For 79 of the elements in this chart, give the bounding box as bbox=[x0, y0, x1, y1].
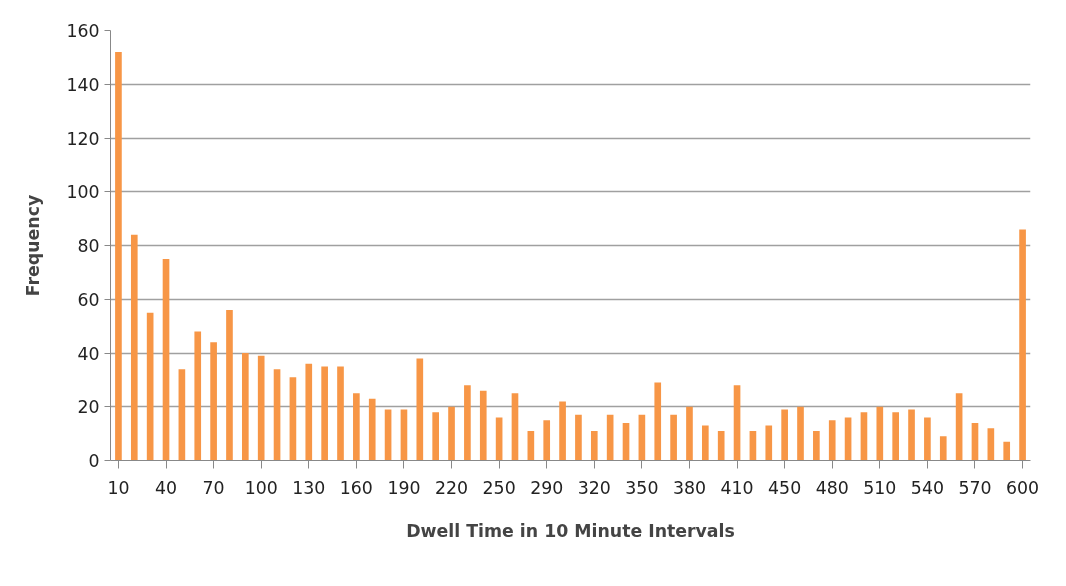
y-tick-label: 60 bbox=[77, 289, 100, 310]
x-tick-label: 190 bbox=[387, 477, 421, 498]
bar bbox=[511, 393, 519, 461]
bar bbox=[400, 409, 408, 461]
bar bbox=[924, 417, 931, 461]
bar bbox=[939, 436, 947, 461]
x-tick-label: 100 bbox=[244, 477, 278, 498]
bar bbox=[289, 377, 297, 461]
y-tick-label: 80 bbox=[77, 236, 100, 256]
bar bbox=[717, 430, 725, 461]
y-tick-label: 120 bbox=[66, 128, 100, 149]
bar bbox=[464, 385, 471, 461]
bar bbox=[686, 406, 693, 461]
x-axis-title: Dwell Time in 10 Minute Intervals bbox=[406, 520, 735, 541]
x-tick-label: 250 bbox=[482, 477, 516, 498]
x-tick-label: 350 bbox=[625, 477, 659, 498]
bar bbox=[226, 310, 233, 461]
bar bbox=[702, 425, 709, 461]
x-tick-label: 160 bbox=[339, 477, 373, 498]
bar bbox=[575, 414, 582, 461]
y-tick-label: 100 bbox=[66, 182, 100, 203]
bar bbox=[353, 393, 360, 461]
bar bbox=[162, 258, 170, 461]
bar bbox=[955, 393, 963, 461]
y-tick-label: 40 bbox=[77, 343, 100, 364]
x-tick-label: 380 bbox=[672, 477, 707, 498]
x-tick-label: 130 bbox=[292, 477, 326, 498]
bar bbox=[670, 414, 677, 461]
bar bbox=[1019, 229, 1026, 461]
bar bbox=[828, 420, 836, 461]
y-axis-title: Frequency bbox=[23, 194, 44, 297]
bar bbox=[210, 342, 217, 461]
x-tick-label: 410 bbox=[720, 477, 754, 498]
x-tick-label: 450 bbox=[768, 477, 802, 498]
bar bbox=[368, 398, 376, 461]
bar bbox=[765, 425, 773, 461]
bar bbox=[305, 363, 313, 461]
bar bbox=[733, 385, 741, 461]
bar bbox=[908, 409, 915, 461]
bar bbox=[432, 412, 439, 461]
x-tick-label: 10 bbox=[107, 477, 130, 498]
bar bbox=[543, 420, 551, 461]
bar bbox=[448, 406, 455, 461]
bar bbox=[115, 52, 122, 461]
bar bbox=[178, 369, 186, 461]
bar bbox=[130, 234, 138, 461]
x-tick-label: 290 bbox=[530, 477, 564, 498]
bar bbox=[273, 369, 281, 461]
x-tick-label: 220 bbox=[435, 477, 469, 498]
x-tick-label: 510 bbox=[863, 477, 897, 498]
x-tick-label: 600 bbox=[1006, 477, 1040, 498]
bar bbox=[337, 366, 344, 461]
y-tick-label: 140 bbox=[66, 74, 100, 95]
bar bbox=[876, 406, 884, 461]
bar bbox=[416, 358, 424, 461]
bar bbox=[257, 355, 265, 461]
bar bbox=[384, 409, 392, 461]
bar bbox=[559, 401, 566, 461]
bar bbox=[781, 409, 788, 461]
x-tick-label: 70 bbox=[202, 477, 225, 498]
bar bbox=[892, 412, 899, 461]
y-tick-label: 0 bbox=[88, 451, 100, 471]
x-tick-label: 480 bbox=[815, 477, 849, 498]
bar bbox=[797, 406, 804, 461]
bar bbox=[1003, 441, 1011, 461]
y-tick-label: 160 bbox=[66, 21, 100, 41]
bar bbox=[242, 353, 249, 461]
bar bbox=[479, 390, 487, 461]
x-tick-label: 320 bbox=[577, 477, 611, 498]
x-tick-label: 570 bbox=[958, 477, 992, 498]
x-tick-label: 40 bbox=[154, 477, 178, 498]
bar bbox=[321, 366, 328, 461]
bar bbox=[654, 382, 662, 461]
bar bbox=[590, 430, 598, 461]
x-tick-label: 540 bbox=[910, 477, 944, 498]
bar bbox=[146, 312, 154, 461]
y-tick-label: 20 bbox=[77, 397, 100, 418]
bar bbox=[813, 430, 820, 461]
bar bbox=[194, 331, 202, 461]
